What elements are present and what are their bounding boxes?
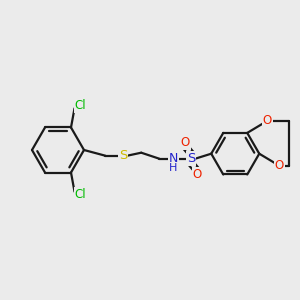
Text: O: O <box>274 159 284 172</box>
Text: Cl: Cl <box>75 99 86 112</box>
Text: S: S <box>187 152 195 165</box>
Text: Cl: Cl <box>75 188 86 201</box>
Text: O: O <box>181 136 190 149</box>
Text: S: S <box>119 149 128 162</box>
Text: O: O <box>262 114 272 128</box>
Text: O: O <box>193 168 202 181</box>
Text: N: N <box>169 152 178 165</box>
Text: H: H <box>169 163 177 173</box>
